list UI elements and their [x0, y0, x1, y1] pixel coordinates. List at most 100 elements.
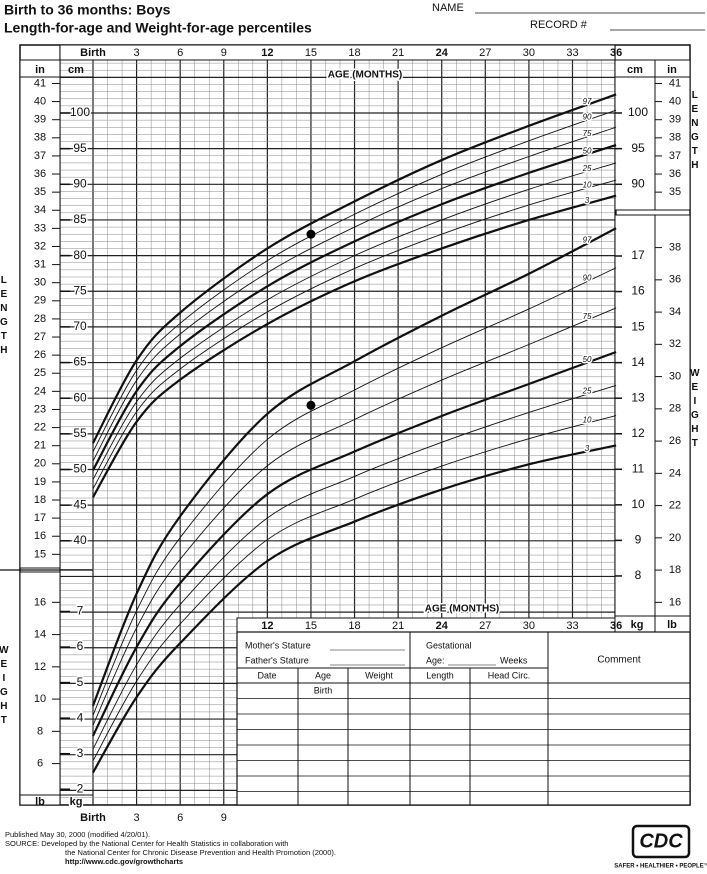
middle-axis-strip: [236, 617, 616, 633]
right-kg-unit: kg: [631, 619, 644, 631]
in-tick-label: 29: [34, 295, 46, 307]
middle-age-label: 36: [610, 620, 622, 632]
in-tick-label: 15: [34, 548, 46, 560]
right-lb-tick-label: 32: [669, 338, 681, 350]
cm-tick-label: 50: [73, 462, 87, 476]
lb-tick-label: 8: [37, 725, 43, 737]
cm-unit: cm: [68, 64, 84, 76]
right-kg-tick-label: 9: [635, 533, 642, 547]
comment-header: Comment: [597, 655, 641, 666]
middle-age-label: 27: [479, 620, 491, 632]
percentile-label: 50: [583, 355, 592, 364]
right-kg-tick-label: 10: [631, 497, 645, 511]
in-tick-label: 37: [34, 150, 46, 162]
middle-age-axis-title: AGE (MONTHS): [425, 604, 499, 615]
in-tick-label: 39: [34, 114, 46, 126]
in-tick-label: 35: [34, 186, 46, 198]
measurement-point: [306, 229, 316, 239]
in-tick-label: 38: [34, 132, 46, 144]
footer-line: SOURCE: Developed by the National Center…: [5, 839, 288, 848]
right-cm-tick-label: 90: [631, 176, 645, 190]
weeks: Weeks: [500, 655, 528, 665]
in-tick-label: 21: [34, 440, 46, 452]
top-axis-strip: [59, 44, 616, 61]
kg-unit: kg: [70, 796, 83, 808]
column-header: Weight: [365, 670, 393, 680]
in-unit: in: [35, 64, 45, 76]
right-cm-tick-label: 95: [631, 141, 645, 155]
in-tick-label: 31: [34, 258, 46, 270]
right-kg-tick-label: 17: [631, 248, 645, 262]
in-tick-label: 26: [34, 349, 46, 361]
right-kg-tick-label: 8: [635, 568, 642, 582]
right-length-columns: [614, 59, 691, 211]
percentile-curve: [92, 350, 617, 737]
middle-age-label: 30: [523, 620, 535, 632]
cdc-tagline: SAFER • HEALTHIER • PEOPLE™: [614, 863, 707, 870]
lb-tick-label: 6: [37, 758, 43, 770]
right-lb-tick-label: 36: [669, 274, 681, 286]
in-tick-label: 17: [34, 512, 46, 524]
in-tick-label: 33: [34, 222, 46, 234]
percentile-curve: [92, 415, 617, 762]
right-in-tick-label: 37: [669, 150, 681, 162]
top-age-label: 27: [479, 47, 491, 59]
in-tick-label: 36: [34, 168, 46, 180]
right-kg-tick-label: 14: [631, 355, 645, 369]
in-tick-label: 16: [34, 530, 46, 542]
percentile-curve: [92, 144, 617, 471]
percentile-label: 3: [585, 196, 590, 205]
in-tick-label: 27: [34, 331, 46, 343]
gestational-age: Age:: [426, 655, 445, 665]
percentile-label: 10: [583, 415, 592, 424]
middle-age-label: 33: [566, 620, 578, 632]
column-header: Date: [257, 670, 276, 680]
middle-age-label: 15: [305, 620, 317, 632]
lb-tick-label: 12: [34, 661, 46, 673]
percentile-label: 25: [582, 387, 592, 396]
middle-age-label: 21: [392, 620, 404, 632]
in-tick-label: 20: [34, 458, 46, 470]
right-kg-tick-label: 11: [632, 461, 645, 475]
right-lb-tick-label: 16: [669, 596, 681, 608]
footer-line: the National Center for Chronic Disease …: [65, 848, 336, 857]
kg-tick-label: 7: [77, 604, 84, 618]
footer-line: Published May 30, 2000 (modified 4/20/01…: [5, 830, 150, 839]
cdc-logo: CDC: [639, 830, 683, 852]
top-age-label: 9: [221, 47, 227, 59]
percentile-curve: [92, 162, 617, 480]
left-lb-column: [19, 571, 61, 806]
kg-tick-label: 6: [77, 639, 84, 653]
middle-age-label: 12: [261, 620, 273, 632]
percentile-label: 97: [583, 236, 592, 245]
first-row-age: Birth: [314, 685, 333, 695]
cm-tick-label: 45: [73, 497, 87, 511]
cm-tick-label: 70: [73, 319, 87, 333]
top-age-label: 30: [523, 47, 535, 59]
in-tick-label: 28: [34, 313, 46, 325]
in-tick-label: 40: [34, 95, 46, 107]
top-age-label: 12: [261, 47, 273, 59]
percentile-curve: [92, 179, 617, 489]
percentile-curve: [92, 384, 617, 750]
cm-tick-label: 75: [73, 283, 87, 297]
middle-age-label: 24: [436, 620, 449, 632]
right-lb-tick-label: 38: [669, 241, 681, 253]
left-weight-label: WEIGHT: [0, 645, 9, 729]
right-length-label: LENGTH: [689, 90, 700, 174]
middle-age-label: 18: [348, 620, 360, 632]
cm-tick-label: 95: [73, 141, 87, 155]
cm-tick-label: 80: [73, 248, 87, 262]
percentile-curve: [92, 194, 617, 498]
cm-tick-label: 40: [73, 533, 87, 547]
right-lb-tick-label: 28: [669, 403, 681, 415]
right-in-tick-label: 36: [669, 168, 681, 180]
lb-tick-label: 10: [34, 693, 46, 705]
title: Birth to 36 months: Boys: [4, 2, 171, 18]
right-kg-tick-label: 12: [631, 426, 645, 440]
percentile-label: 90: [583, 112, 592, 121]
in-tick-label: 22: [34, 421, 46, 433]
column-header: Head Circ.: [488, 670, 531, 680]
top-age-label: Birth: [80, 47, 106, 59]
